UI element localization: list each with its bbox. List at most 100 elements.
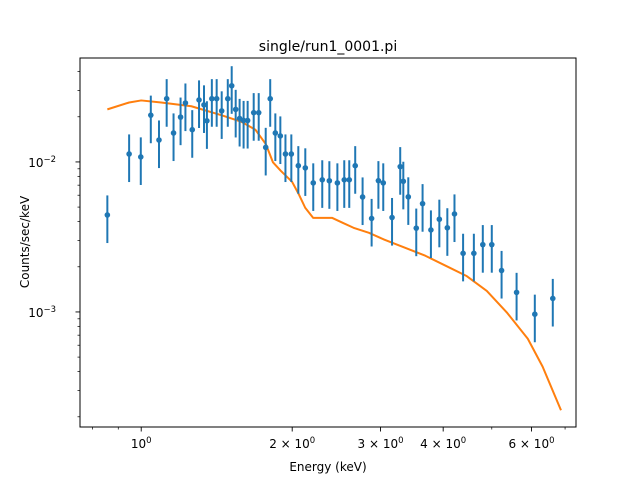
x-tick-label: 2 × 100: [269, 436, 315, 451]
data-point: [302, 148, 309, 196]
data-point: [244, 100, 251, 149]
data-point: [255, 93, 262, 141]
data-marker: [224, 95, 231, 102]
chart-title: single/run1_0001.pi: [259, 39, 397, 55]
data-point: [419, 184, 426, 232]
data-point: [163, 79, 170, 127]
x-tick-label: 4 × 100: [420, 436, 466, 451]
data-point: [471, 233, 477, 282]
data-point: [389, 197, 395, 246]
data-marker: [451, 211, 458, 217]
data-marker: [244, 117, 251, 124]
data-marker: [209, 95, 215, 102]
data-point: [277, 116, 284, 165]
data-point: [282, 134, 289, 183]
data-point: [310, 163, 317, 211]
data-marker: [326, 177, 333, 184]
data-point: [368, 198, 375, 247]
data-marker: [240, 117, 247, 124]
data-point: [137, 137, 144, 185]
data-marker: [156, 137, 162, 143]
data-marker: [288, 151, 295, 157]
data-point: [272, 113, 279, 162]
data-point: [428, 210, 434, 259]
data-point: [213, 79, 220, 127]
data-point: [250, 93, 257, 141]
data-marker: [319, 177, 326, 183]
data-marker: [272, 130, 279, 136]
data-marker: [148, 112, 154, 118]
y-axis-label: Counts/sec/keV: [18, 195, 32, 288]
data-marker: [267, 95, 274, 102]
data-point: [209, 79, 215, 127]
data-marker: [277, 133, 284, 139]
data-marker: [397, 163, 404, 170]
data-point: [288, 134, 295, 183]
data-marker: [213, 95, 220, 102]
data-point: [319, 160, 326, 208]
data-point: [397, 147, 404, 195]
data-point: [375, 161, 382, 209]
data-point: [436, 199, 443, 248]
data-point: [232, 89, 239, 138]
data-marker: [204, 118, 210, 124]
data-marker: [413, 225, 420, 231]
data-marker: [196, 97, 202, 103]
data-marker: [189, 126, 196, 133]
data-marker: [471, 250, 477, 257]
data-marker: [460, 250, 466, 257]
data-marker: [436, 216, 443, 223]
data-marker: [405, 194, 412, 200]
data-point: [218, 91, 225, 139]
data-point: [400, 161, 407, 210]
data-marker: [170, 130, 177, 136]
data-point: [460, 233, 466, 282]
data-point: [334, 163, 341, 211]
data-marker: [201, 102, 207, 108]
data-marker: [400, 178, 407, 185]
data-marker: [262, 144, 269, 151]
data-marker: [137, 154, 144, 160]
data-marker: [428, 227, 434, 233]
data-point: [177, 97, 184, 146]
data-point: [295, 146, 302, 194]
data-point: [405, 177, 412, 225]
data-point: [126, 134, 132, 183]
data-marker: [163, 95, 170, 102]
data-point: [170, 113, 177, 162]
data-marker: [498, 267, 505, 274]
data-point: [359, 177, 366, 226]
x-tick-label: 3 × 100: [358, 436, 404, 451]
data-marker: [513, 289, 520, 296]
data-point: [341, 160, 348, 208]
data-point: [204, 101, 210, 149]
y-tick-label: 10−3: [28, 305, 56, 320]
data-point: [346, 160, 353, 208]
data-point: [532, 294, 538, 343]
data-marker: [389, 214, 395, 221]
data-marker: [232, 106, 239, 113]
data-marker: [549, 295, 556, 302]
plot-frame: [79, 57, 577, 428]
data-point: [488, 225, 495, 273]
data-marker: [182, 100, 189, 106]
data-marker: [444, 224, 451, 231]
data-point: [451, 194, 458, 243]
data-marker: [334, 180, 341, 186]
data-marker: [419, 200, 426, 207]
data-marker: [302, 165, 309, 171]
data-marker: [346, 177, 353, 183]
data-point: [182, 83, 189, 132]
data-point: [224, 79, 231, 127]
data-point: [413, 208, 420, 257]
data-point: [513, 272, 520, 321]
data-marker: [310, 180, 317, 186]
data-point: [201, 85, 207, 133]
data-point: [240, 100, 247, 149]
data-marker: [352, 162, 359, 169]
x-axis-label: Energy (keV): [289, 460, 366, 474]
x-tick-label: 6 × 100: [508, 436, 554, 451]
data-point: [156, 120, 162, 169]
